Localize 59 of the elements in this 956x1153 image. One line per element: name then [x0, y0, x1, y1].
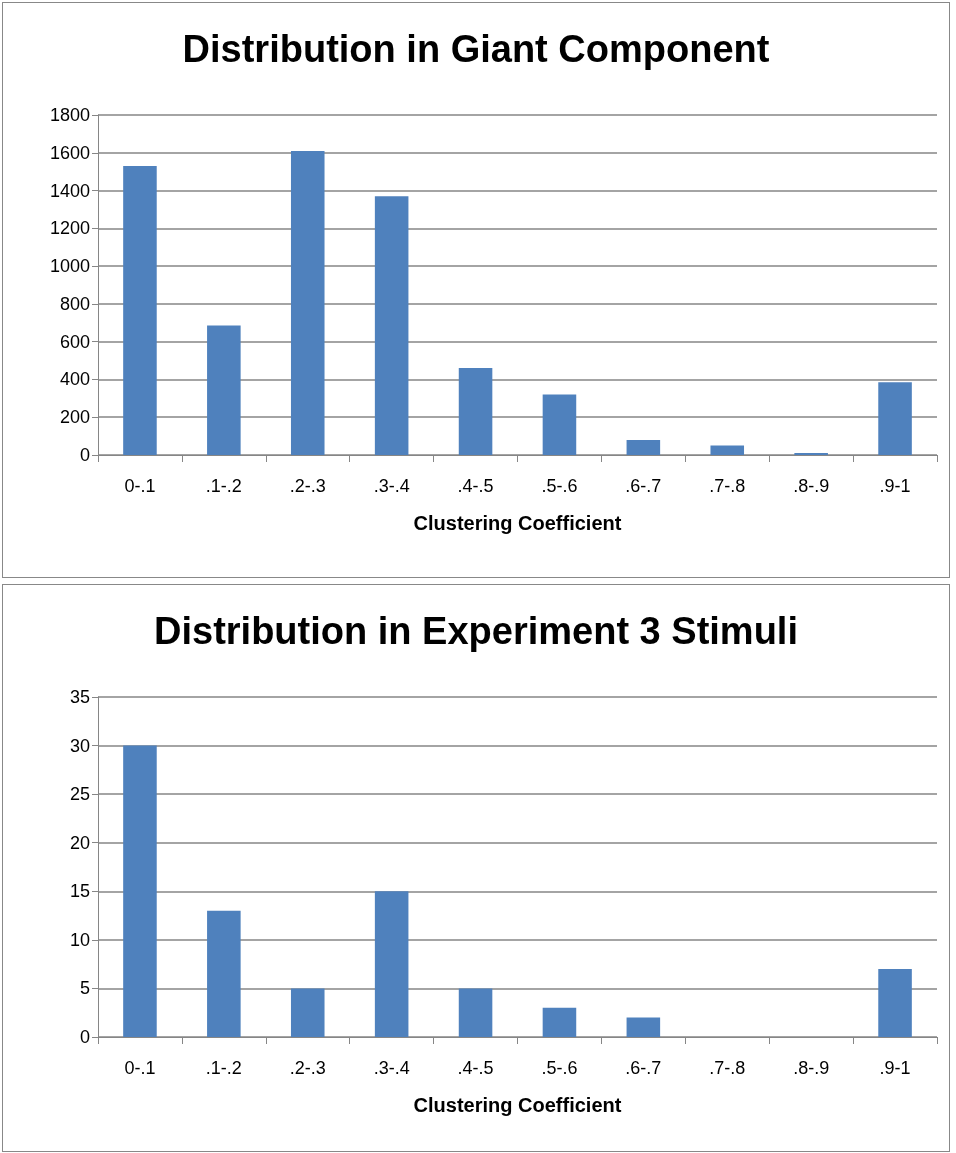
x-tick-label: .2-.3 [289, 476, 326, 496]
bar [374, 196, 409, 455]
x-tick-label: .7-.8 [709, 1058, 746, 1078]
y-tick-label: 400 [59, 369, 90, 390]
bar [458, 988, 493, 1037]
x-axis-title: Clustering Coefficient [413, 512, 622, 534]
bar [626, 1017, 661, 1037]
y-tick-label: 35 [69, 687, 90, 707]
y-tick-label: 15 [69, 881, 90, 902]
y-tick-label: 1600 [49, 142, 90, 163]
y-tick-label: 0 [79, 1027, 90, 1047]
bar [626, 439, 661, 455]
bar [207, 910, 241, 1037]
bar [290, 988, 325, 1037]
y-tick-label: 1000 [49, 256, 90, 277]
x-tick-label: .4-.5 [457, 476, 494, 496]
bar [207, 325, 241, 455]
x-tick-label: .6-.7 [625, 1058, 662, 1078]
x-tick-label: .7-.8 [709, 476, 746, 496]
x-tick-label: .6-.7 [625, 476, 662, 496]
x-tick-label: .5-.6 [541, 476, 578, 496]
x-tick-label: .1-.2 [205, 476, 242, 496]
bar [542, 394, 577, 455]
x-tick-label: .3-.4 [373, 476, 410, 496]
bar [878, 382, 912, 455]
x-tick-label: .4-.5 [457, 1058, 494, 1078]
bar [710, 445, 745, 455]
y-tick-label: 25 [69, 784, 90, 805]
x-tick-label: .5-.6 [541, 1058, 578, 1078]
x-tick-label: 0-.1 [124, 1058, 156, 1078]
x-tick-label: .9-1 [879, 1058, 911, 1078]
x-tick-label: .8-.9 [793, 476, 830, 496]
x-tick-label: .8-.9 [793, 1058, 830, 1078]
bar [123, 166, 157, 455]
chart-title: Distribution in Giant Component [182, 28, 770, 70]
x-tick-label: .1-.2 [205, 1058, 242, 1078]
x-tick-label: .9-1 [879, 476, 911, 496]
y-tick-label: 200 [59, 407, 90, 428]
bar [290, 150, 325, 455]
y-tick-label: 0 [79, 445, 90, 465]
y-tick-label: 20 [69, 832, 90, 853]
y-tick-label: 1800 [49, 105, 90, 125]
x-tick-label: .3-.4 [373, 1058, 410, 1078]
bar [878, 969, 912, 1037]
y-tick-label: 30 [69, 735, 90, 756]
y-tick-label: 1400 [49, 180, 90, 201]
x-tick-label: 0-.1 [124, 476, 156, 496]
chart-title: Distribution in Experiment 3 Stimuli [154, 610, 798, 652]
y-tick-label: 5 [79, 978, 90, 999]
y-tick-label: 1200 [49, 218, 90, 239]
bar [123, 745, 157, 1037]
bar [542, 1007, 577, 1037]
bar [374, 891, 409, 1037]
y-tick-label: 800 [59, 293, 90, 314]
y-tick-label: 10 [69, 929, 90, 950]
x-tick-label: .2-.3 [289, 1058, 326, 1078]
bar [458, 368, 493, 455]
x-axis-title: Clustering Coefficient [413, 1094, 622, 1116]
y-tick-label: 600 [59, 331, 90, 352]
